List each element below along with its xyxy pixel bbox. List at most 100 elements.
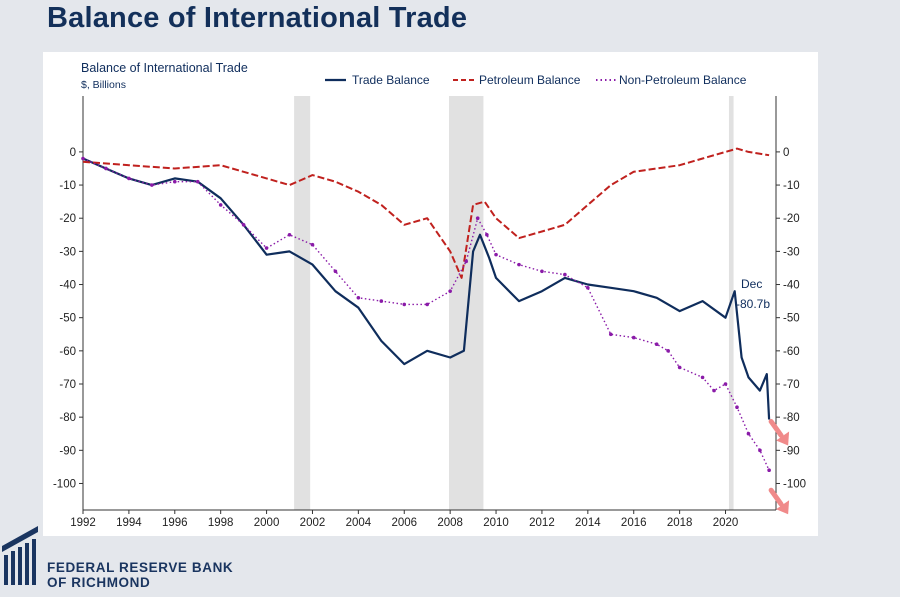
series-point [723, 382, 728, 386]
series-point [631, 335, 636, 340]
x-tick-label: 1992 [70, 517, 96, 529]
x-tick-label: 1998 [208, 517, 234, 529]
y-tick-label: -30 [783, 246, 800, 258]
x-tick-label: 2016 [621, 517, 647, 529]
x-tick-label: 2014 [575, 517, 601, 529]
annotation-value: -80.7b [736, 297, 770, 311]
highlight-arrow-trade-shaft [768, 418, 784, 438]
series-point [287, 232, 292, 237]
series-point [475, 216, 480, 221]
series-point [767, 468, 771, 473]
x-tick-label: 1996 [162, 517, 188, 529]
chart-title: Balance of International Trade [81, 61, 248, 75]
y-tick-label: -80 [783, 412, 800, 424]
series-point [379, 299, 384, 303]
series-point [485, 232, 489, 237]
series-point [104, 166, 108, 171]
y-tick-label: -60 [783, 346, 800, 358]
highlight-arrows [768, 418, 790, 515]
series-point [241, 223, 246, 227]
y-tick-label: -90 [59, 445, 76, 457]
series-point [464, 259, 469, 264]
y-tick-label: -50 [783, 313, 800, 325]
chart-axes: 0 0 -10 -10 -20 -20 -30 -30 -40 -40 -50 -50 -60 -60 -7… [53, 96, 806, 529]
x-tick-label: 2006 [391, 517, 417, 529]
logo-text-line1: FEDERAL RESERVE BANK [47, 560, 234, 575]
slide-title: Balance of International Trade [47, 2, 468, 34]
series-point [563, 272, 567, 277]
series-point [333, 269, 338, 274]
building-columns-logo [2, 526, 38, 585]
series-line [82, 147, 770, 279]
series-point [654, 342, 659, 347]
x-tick-label: 2018 [667, 517, 693, 529]
y-tick-label: -100 [53, 478, 76, 490]
y-tick-label: -40 [59, 280, 76, 292]
y-tick-label: -50 [59, 313, 76, 325]
series-point [127, 176, 131, 181]
y-tick-label: -10 [783, 180, 800, 192]
chart-subtitle: $, Billions [81, 79, 126, 91]
series-point [735, 405, 739, 410]
series-point [746, 431, 751, 436]
y-tick-label: -30 [59, 246, 76, 258]
series-point [677, 365, 682, 370]
y-tick-label: -20 [59, 213, 76, 225]
y-tick-label: -100 [783, 478, 806, 490]
series-point [218, 203, 223, 207]
y-tick-label: 0 [70, 147, 76, 159]
series-line [82, 157, 771, 420]
chart-series [81, 147, 771, 473]
series-point [540, 269, 544, 274]
highlight-arrow-nonpetroleum-shaft [768, 487, 784, 507]
y-tick-label: -90 [783, 445, 800, 457]
legend: Trade Balance Petroleum Balance Non-Petr… [325, 73, 747, 87]
recession-band [294, 96, 311, 510]
x-tick-label: 2010 [483, 517, 509, 529]
series-point [402, 302, 407, 307]
series-point [758, 448, 762, 453]
series-point [448, 289, 452, 293]
series-point [666, 349, 670, 353]
y-tick-label: -10 [59, 180, 76, 192]
series-point [700, 375, 705, 380]
x-tick-label: 1994 [116, 517, 142, 529]
legend-label-trade: Trade Balance [352, 73, 430, 87]
series-point [150, 183, 154, 187]
chart-card: 0 0 -10 -10 -20 -20 -30 -30 -40 -40 -50 -50 -60 -60 -7… [43, 52, 818, 536]
series-line [82, 157, 770, 471]
legend-label-nonpetroleum: Non-Petroleum Balance [619, 73, 747, 87]
highlight-arrow-trade-head [776, 431, 790, 446]
annotation-month: Dec [741, 277, 762, 291]
x-tick-label: 2000 [254, 517, 280, 529]
series-point [517, 262, 521, 267]
series-point [195, 179, 200, 184]
series-point [608, 332, 613, 337]
recession-band [449, 96, 484, 510]
y-tick-label: 0 [783, 147, 789, 159]
x-tick-label: 2020 [713, 517, 739, 529]
series-point [310, 242, 315, 247]
highlight-arrow-nonpetroleum-head [776, 500, 790, 515]
logo-text-line2: OF RICHMOND [47, 575, 151, 590]
series-point [81, 156, 85, 161]
recession-bands [294, 96, 734, 510]
legend-label-petroleum: Petroleum Balance [479, 73, 581, 87]
series-point [356, 295, 361, 300]
y-tick-label: -20 [783, 213, 800, 225]
series-point [425, 302, 430, 307]
series-point [172, 179, 177, 184]
x-tick-label: 2004 [346, 517, 372, 529]
y-tick-label: -70 [783, 379, 800, 391]
x-tick-label: 2008 [437, 517, 463, 529]
series-point [586, 286, 590, 290]
y-tick-label: -40 [783, 280, 800, 292]
y-tick-label: -70 [59, 379, 76, 391]
y-tick-label: -60 [59, 346, 76, 358]
y-tick-label: -80 [59, 412, 76, 424]
series-point [712, 388, 716, 393]
x-tick-label: 2002 [300, 517, 326, 529]
x-tick-label: 2012 [529, 517, 555, 529]
series-point [264, 246, 269, 250]
series-point [494, 252, 498, 257]
